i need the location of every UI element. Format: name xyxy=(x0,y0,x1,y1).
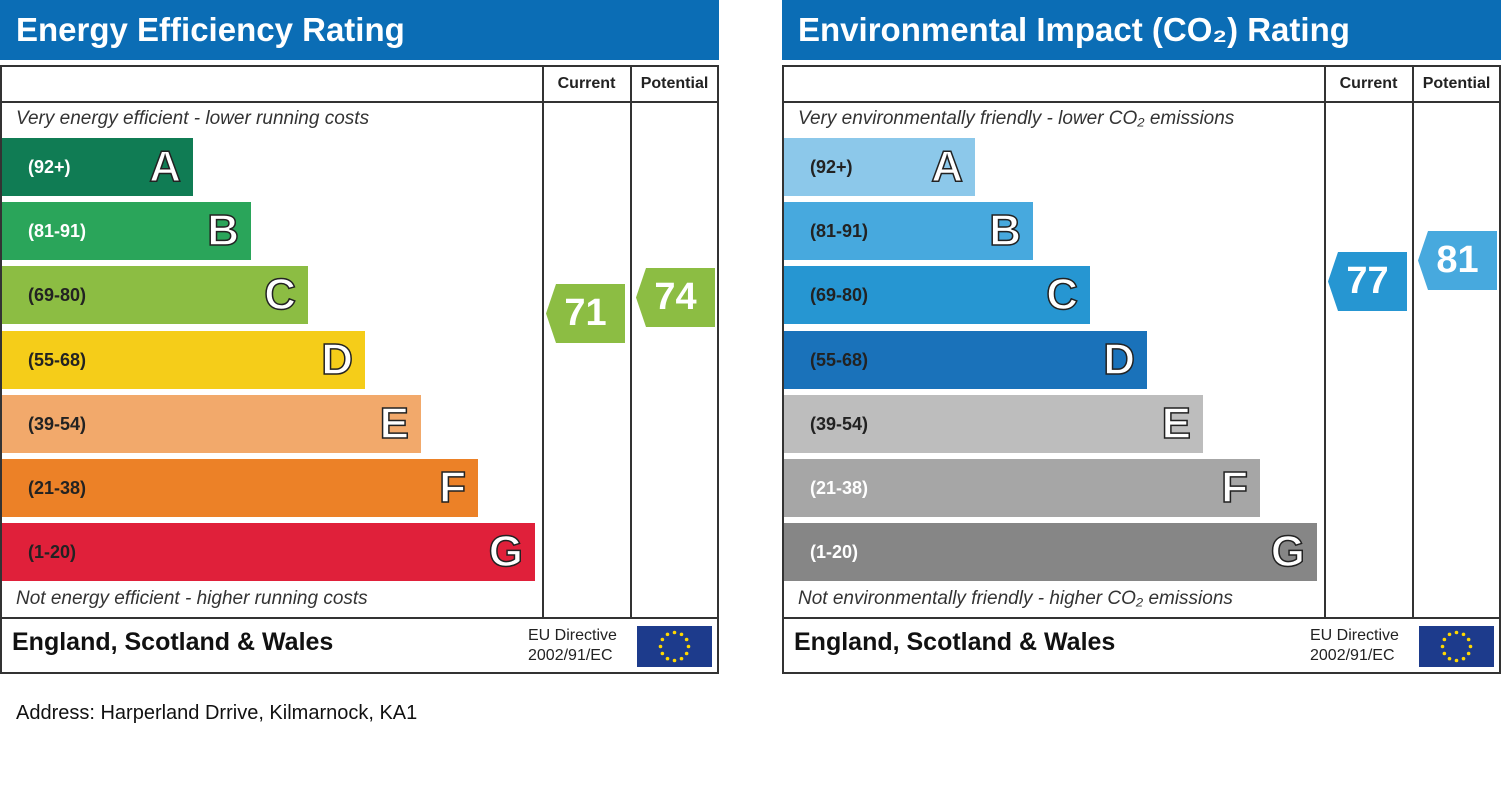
band-letter: G xyxy=(488,526,524,577)
band-range: (81-91) xyxy=(28,221,87,241)
top-note: Very energy efficient - lower running co… xyxy=(16,108,370,129)
band-d: (55-68) D xyxy=(784,331,1147,389)
band-range: (39-54) xyxy=(28,414,87,434)
band-c: (69-80) C xyxy=(2,266,308,324)
column-header-potential: Potential xyxy=(1422,75,1491,92)
eu-directive-line: EU Directive xyxy=(1310,627,1399,644)
column-divider xyxy=(542,65,544,618)
band-b: (81-91) B xyxy=(784,202,1033,260)
band-letter: B xyxy=(206,205,239,256)
band-e: (39-54) E xyxy=(2,395,421,453)
row-divider xyxy=(0,101,719,103)
potential-rating-arrow: 74 xyxy=(636,268,715,327)
band-c: (69-80) C xyxy=(784,266,1090,324)
band-f: (21-38) F xyxy=(784,459,1260,517)
band-range: (92+) xyxy=(810,157,853,177)
band-letter: F xyxy=(1220,462,1248,513)
band-letter: F xyxy=(438,462,466,513)
row-divider xyxy=(782,617,1501,619)
address: Address: Harperland Drrive, Kilmarnock, … xyxy=(16,702,418,724)
eu-directive-line: EU Directive xyxy=(528,627,617,644)
band-range: (55-68) xyxy=(28,350,87,370)
band-letter: C xyxy=(1045,269,1078,320)
environmental-impact-chart: Environmental Impact (CO₂) Rating Current… xyxy=(782,0,1501,675)
band-g: (1-20) G xyxy=(784,523,1317,581)
column-header-potential: Potential xyxy=(640,75,709,92)
column-divider xyxy=(1324,65,1326,618)
column-header-current: Current xyxy=(557,75,616,92)
band-range: (1-20) xyxy=(810,542,859,562)
row-divider xyxy=(782,101,1501,103)
band-letter: E xyxy=(1161,398,1192,449)
band-range: (81-91) xyxy=(810,221,869,241)
band-range: (21-38) xyxy=(28,478,87,498)
band-a: (92+) A xyxy=(2,138,193,196)
band-e: (39-54) E xyxy=(784,395,1203,453)
band-range: (69-80) xyxy=(28,285,87,305)
chart-title: Environmental Impact (CO₂) Rating xyxy=(782,0,1501,60)
band-a: (92+) A xyxy=(784,138,975,196)
band-letter: C xyxy=(263,269,296,320)
band-letter: B xyxy=(988,205,1021,256)
region-label: England, Scotland & Wales xyxy=(12,628,334,656)
band-f: (21-38) F xyxy=(2,459,478,517)
column-divider xyxy=(1412,65,1414,618)
row-divider xyxy=(0,617,719,619)
energy-efficiency-chart: Energy Efficiency Rating Current Potential… xyxy=(0,0,719,675)
band-range: (39-54) xyxy=(810,414,869,434)
band-letter: A xyxy=(148,141,181,192)
bottom-note: Not energy efficient - higher running co… xyxy=(16,588,368,609)
band-b: (81-91) B xyxy=(2,202,251,260)
band-range: (92+) xyxy=(28,157,71,177)
eu-directive: EU Directive 2002/91/EC xyxy=(528,626,617,666)
current-rating-arrow: 71 xyxy=(546,284,625,343)
band-letter: G xyxy=(1270,526,1306,577)
potential-rating-arrow: 81 xyxy=(1418,231,1497,290)
band-letter: D xyxy=(320,334,353,385)
top-note: Very environmentally friendly - lower CO… xyxy=(798,108,1235,129)
band-range: (21-38) xyxy=(810,478,869,498)
band-letter: A xyxy=(930,141,963,192)
eu-directive-line: 2002/91/EC xyxy=(1310,647,1395,664)
band-g: (1-20) G xyxy=(2,523,535,581)
eu-directive: EU Directive 2002/91/EC xyxy=(1310,626,1399,666)
eu-flag-icon xyxy=(637,626,712,667)
eu-flag-icon xyxy=(1419,626,1494,667)
chart-title: Energy Efficiency Rating xyxy=(0,0,719,60)
band-d: (55-68) D xyxy=(2,331,365,389)
region-label: England, Scotland & Wales xyxy=(794,628,1116,656)
band-range: (69-80) xyxy=(810,285,869,305)
band-range: (1-20) xyxy=(28,542,77,562)
band-range: (55-68) xyxy=(810,350,869,370)
band-letter: D xyxy=(1102,334,1135,385)
bottom-note: Not environmentally friendly - higher CO… xyxy=(798,588,1233,609)
column-divider xyxy=(630,65,632,618)
band-letter: E xyxy=(379,398,410,449)
current-rating-arrow: 77 xyxy=(1328,252,1407,311)
column-header-current: Current xyxy=(1339,75,1398,92)
eu-directive-line: 2002/91/EC xyxy=(528,647,613,664)
